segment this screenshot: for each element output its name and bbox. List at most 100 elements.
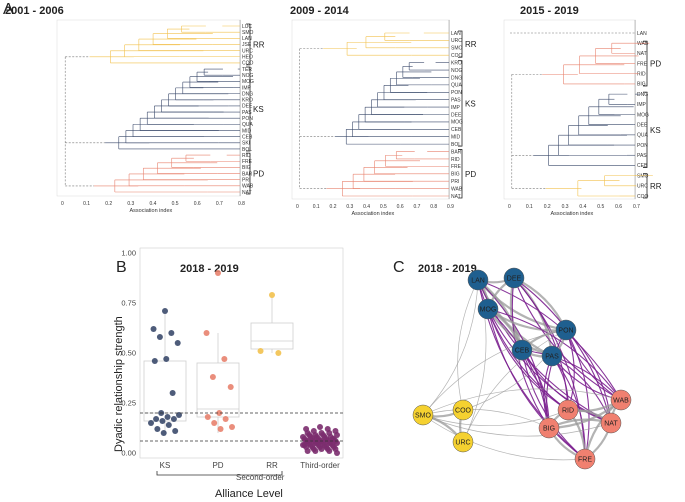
axis-tick: 0.5 [380,204,387,210]
group-label: KS [253,105,264,114]
box [250,322,294,350]
group-label: KS [465,99,476,108]
data-point [215,270,221,276]
data-point [162,308,168,314]
leaf-label: CEB [451,127,462,133]
group-label: PD [253,170,264,179]
data-point [163,356,170,362]
data-point [172,428,179,434]
network-edge [521,349,622,401]
network-edge [513,277,612,424]
network-node [538,417,560,439]
leaf-label: URC [637,184,648,190]
network-edge [422,408,550,429]
leaf-label: BIG [242,165,251,171]
network-edge [422,414,612,437]
axis-tick: 0.1 [83,201,90,207]
axis-tick: 0.5 [172,201,179,207]
group-bracket [246,66,251,152]
data-point [170,416,177,422]
data-point [150,326,157,332]
axis-tick: 0.3 [562,204,569,210]
data-point [269,292,275,298]
data-point [174,340,181,346]
data-point [326,448,333,454]
leaf-label: PON [451,90,462,96]
network-node [574,448,596,470]
leaf-label: PON [242,116,253,122]
data-point [160,430,167,436]
network-edge [457,279,479,411]
group-label: RR [465,40,477,49]
leaf-label: BAR [451,149,462,155]
data-point [169,390,176,396]
leaf-label: CEB [637,163,648,169]
leaf-label: MID [451,135,461,141]
leaf-label: COO [242,61,254,67]
network-edge [521,349,612,424]
leaf-label: DEE [637,122,648,128]
data-point [334,450,340,456]
chart-ylabel: Dyadic relationship strength [113,316,125,452]
network-edge [462,329,567,411]
node-label: LAN [471,278,485,285]
network-node [412,404,434,426]
data-point [227,384,234,390]
node-label: PAS [545,354,559,361]
group-label: RR [650,182,662,191]
leaf-label: IMP [451,105,461,111]
leaf-label: URC [242,48,253,54]
plot-frame [139,247,344,459]
y-tick: 0.50 [121,349,136,358]
data-point [312,448,319,454]
leaf-label: FRE [637,61,648,67]
leaf-label: PRI [242,178,250,184]
leaf-label: BIG [637,82,646,88]
network-edge [521,349,586,460]
network-node [452,399,474,421]
leaf-label: BIG [451,172,460,178]
node-label: FRE [578,457,592,464]
network-edge [565,329,590,460]
leaf-label: PAS [451,97,461,103]
node-label: COO [455,408,472,415]
leaf-label: NAT [451,194,461,200]
y-tick: 0.75 [121,299,136,308]
dendrogram-2015-2019: 2015 - 2019 LAN WAB NAT FRE RID BIG DNG IMP MOG DE… [503,5,662,217]
data-point [168,330,175,336]
leaf-label: CEB [242,134,253,140]
leaf-label: DEE [242,104,253,110]
axis-tick: 0.2 [105,201,112,207]
leaf-label: TER [242,67,252,73]
panel-label-a: A [3,1,14,18]
group-label: PD [650,60,661,69]
leaf-label: KRO [242,98,253,104]
data-point [203,330,210,336]
data-point [176,412,182,418]
group-bracket [458,149,463,199]
strength-chart: 2018 - 2019 Dyadic relationship strength… [113,247,344,500]
group-bracket [643,173,648,199]
x-category: RR [266,461,278,470]
group-label: RR [253,40,265,49]
axis-tick: 0.9 [447,204,454,210]
axis-tick: 0.7 [633,204,640,210]
leaf-label: LAN [451,31,461,37]
leaf-label: DNG [637,92,648,98]
dendrogram-2001-2006: 2001 - 2006 LUCSMOLANJSEURCHEOCOOTERNOGMO… [5,5,265,214]
leaf-label: WAB [637,41,649,47]
y-tick: 0.25 [121,399,136,408]
axis-tick: 0 [61,201,64,207]
category-group-label: Second-order [236,473,285,482]
axis-tick: 0.7 [216,201,223,207]
leaf-label: JSE [242,42,252,48]
axis-label: Association index [130,208,173,214]
network-node [600,412,622,434]
data-point [209,374,216,380]
group-bracket [246,23,251,66]
axis-tick: 0.6 [194,201,201,207]
leaf-label: LAN [637,31,647,37]
data-point [211,420,218,426]
leaf-label: FRE [451,164,462,170]
